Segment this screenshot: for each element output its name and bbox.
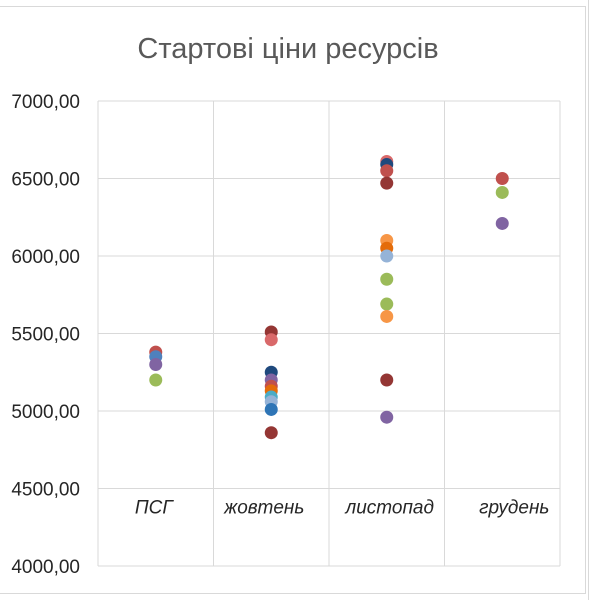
y-tick-label: 5000,00 (11, 402, 80, 423)
data-point (264, 402, 278, 416)
data-point (149, 373, 163, 387)
data-point (264, 426, 278, 440)
category-label: грудень (479, 498, 549, 519)
y-tick-label: 7000,00 (11, 92, 80, 113)
data-point (380, 176, 394, 190)
y-axis-tick-labels: 4000,00 4500,00 5000,00 5500,00 6000,00 6500,… (11, 92, 80, 578)
data-point (495, 185, 509, 199)
chart-title: Стартові ціни ресурсів (137, 33, 438, 65)
data-point (380, 272, 394, 286)
data-point (380, 410, 394, 424)
y-tick-label: 4500,00 (11, 480, 80, 501)
y-tick-label: 4000,00 (11, 557, 80, 578)
data-point (380, 297, 394, 311)
data-point (380, 373, 394, 387)
y-tick-label: 6500,00 (11, 170, 80, 191)
data-point (380, 249, 394, 263)
data-points (149, 154, 509, 440)
data-point (380, 309, 394, 323)
category-label: листопад (345, 498, 435, 519)
category-labels: ПСГ жовтень листопад грудень (135, 498, 550, 519)
data-point (495, 216, 509, 230)
data-point (264, 333, 278, 347)
category-label: ПСГ (135, 498, 174, 519)
data-point (495, 172, 509, 185)
category-label: жовтень (223, 498, 304, 519)
gridlines (97, 100, 561, 567)
data-point (149, 358, 163, 371)
y-tick-label: 5500,00 (11, 325, 80, 346)
adjacent-chart-edge (588, 0, 600, 600)
y-tick-label: 6000,00 (11, 247, 80, 268)
data-point (380, 164, 394, 178)
